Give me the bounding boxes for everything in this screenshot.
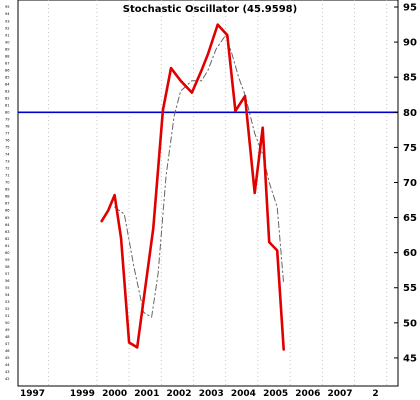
minor-y-tick-label: 72 — [5, 167, 10, 171]
minor-y-tick-label: 80 — [5, 110, 10, 114]
y-tick-label: 75 — [403, 143, 417, 154]
y-tick-label: 55 — [403, 283, 417, 294]
x-tick-label: 2006 — [295, 389, 320, 399]
x-tick-label: 2000 — [102, 389, 127, 399]
y-tick-label: 80 — [403, 108, 417, 119]
series-layer — [100, 23, 286, 351]
y-tick-label: 95 — [403, 3, 417, 14]
series-line-solid — [100, 23, 286, 351]
series-line-dashed — [114, 34, 285, 318]
minor-y-tick-label: 85 — [5, 75, 10, 79]
minor-y-tick-label: 62 — [5, 237, 10, 241]
x-tick-label: 1999 — [70, 389, 95, 399]
y-tick-label: 90 — [403, 38, 417, 49]
minor-y-tick-label: 63 — [5, 230, 10, 234]
y-tick-label: 60 — [403, 248, 417, 259]
x-tick-label: 2 — [372, 389, 378, 399]
minor-y-tick-label: 93 — [5, 19, 10, 23]
minor-y-tick-label: 89 — [5, 47, 10, 51]
minor-y-tick-label: 52 — [5, 307, 10, 311]
y-tick-label: 85 — [403, 73, 417, 84]
minor-y-tick-label: 43 — [5, 370, 10, 374]
minor-y-tick-label: 53 — [5, 300, 10, 304]
minor-y-tick-label: 45 — [5, 356, 10, 360]
minor-y-tick-label: 64 — [5, 223, 10, 227]
y-tick-label: 70 — [403, 178, 417, 189]
minor-y-tick-label: 77 — [5, 132, 10, 136]
minor-y-tick-label: 76 — [5, 139, 10, 143]
minor-y-tick-label: 56 — [5, 279, 10, 283]
minor-y-tick-label: 55 — [5, 286, 10, 290]
x-tick-label: 2003 — [199, 389, 224, 399]
minor-y-tick-label: 46 — [5, 349, 10, 353]
minor-y-tick-label: 86 — [5, 68, 10, 72]
minor-y-tick-label: 79 — [5, 118, 10, 122]
minor-y-tick-label: 73 — [5, 160, 10, 164]
minor-y-tick-label: 88 — [5, 54, 10, 58]
minor-y-tick-label: 90 — [5, 40, 10, 44]
x-tick-label: 2004 — [231, 389, 256, 399]
minor-y-tick-label: 60 — [5, 251, 10, 255]
minor-y-tick-label: 66 — [5, 209, 10, 213]
minor-y-tick-label: 48 — [5, 335, 10, 339]
x-tick-label: 2005 — [263, 389, 288, 399]
x-tick-label: 2002 — [166, 389, 191, 399]
minor-y-tick-label: 82 — [5, 96, 10, 100]
minor-y-tick-label: 51 — [5, 314, 10, 318]
minor-y-tick-label: 44 — [5, 363, 10, 367]
minor-y-tick-label: 42 — [5, 377, 10, 381]
minor-y-tick-label: 81 — [5, 103, 10, 107]
minor-y-tick-label: 58 — [5, 265, 10, 269]
minor-y-tick-label: 71 — [5, 174, 10, 178]
minor-y-tick-label: 94 — [5, 12, 10, 16]
y-tick-label: 50 — [403, 318, 417, 329]
x-tick-label: 1997 — [20, 389, 45, 399]
minor-y-tick-label: 65 — [5, 216, 10, 220]
minor-y-tick-label: 49 — [5, 328, 10, 332]
minor-y-tick-label: 74 — [5, 153, 10, 157]
minor-y-tick-label: 69 — [5, 188, 10, 192]
x-tick-label: 2001 — [134, 389, 159, 399]
y-tick-label: 65 — [403, 213, 417, 224]
x-axis-tick-labels: 1997 1999 2000 2001 2002 2003 2004 2005 2006 2007… — [20, 389, 379, 399]
minor-y-ticks: 42 43 44 45 46 47 48 49 50 51 52 53 54 55 56 57 58 59 60 61… — [5, 5, 10, 381]
minor-y-tick-label: 95 — [5, 5, 10, 9]
minor-y-tick-label: 47 — [5, 342, 10, 346]
minor-y-tick-label: 68 — [5, 195, 10, 199]
minor-y-tick-label: 61 — [5, 244, 10, 248]
minor-y-tick-label: 54 — [5, 293, 10, 297]
minor-y-tick-label: 59 — [5, 258, 10, 262]
y-axis-tick-labels: 45 50 55 60 65 70 75 80 85 90 95 — [394, 3, 417, 364]
minor-y-tick-label: 57 — [5, 272, 10, 276]
minor-y-tick-label: 84 — [5, 82, 10, 86]
plot-frame — [17, 0, 399, 387]
minor-y-tick-label: 70 — [5, 181, 10, 185]
minor-y-tick-label: 78 — [5, 125, 10, 129]
minor-y-tick-label: 67 — [5, 202, 10, 206]
minor-y-tick-label: 75 — [5, 146, 10, 150]
x-tick-label: 2007 — [328, 389, 353, 399]
minor-y-tick-label: 50 — [5, 321, 10, 325]
y-tick-label: 45 — [403, 353, 417, 364]
minor-y-tick-label: 92 — [5, 26, 10, 30]
minor-y-tick-label: 87 — [5, 61, 10, 65]
minor-y-tick-label: 83 — [5, 89, 10, 93]
chart-title: Stochastic Oscillator (45.9598) — [123, 4, 297, 15]
vertical-gridlines — [48, 0, 388, 386]
minor-y-tick-label: 91 — [5, 33, 10, 37]
